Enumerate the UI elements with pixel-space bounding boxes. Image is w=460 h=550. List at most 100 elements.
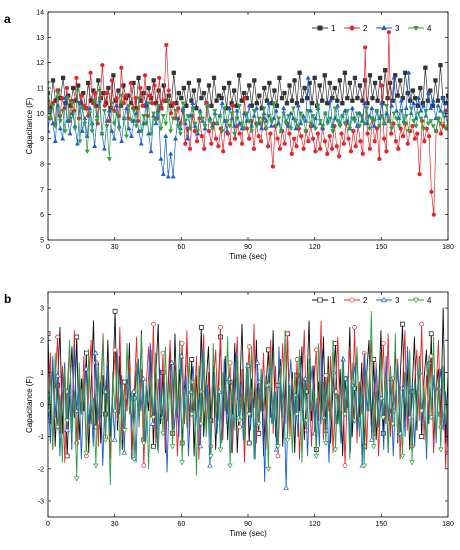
- data-point: [99, 131, 105, 137]
- x-tick-label: 150: [375, 244, 387, 251]
- data-point: [158, 156, 164, 161]
- data-point: [418, 408, 425, 415]
- data-point: [390, 98, 395, 103]
- legend-label: 4: [427, 296, 432, 305]
- data-point: [194, 106, 199, 111]
- data-point: [351, 128, 356, 134]
- data-point: [438, 131, 444, 136]
- y-tick-label: 14: [36, 10, 44, 17]
- data-point: [369, 436, 375, 442]
- data-point: [345, 95, 350, 101]
- data-point: [403, 114, 409, 119]
- data-point: [54, 425, 61, 431]
- data-point: [228, 141, 233, 146]
- data-point: [87, 105, 93, 111]
- data-point: [342, 463, 348, 468]
- data-point: [371, 123, 377, 128]
- data-point: [340, 356, 347, 362]
- chart-panel-b: b 0 30 60 90 120 150 180 -3 -2 -1 0 1 2 3 Time (sec) Cap…: [4, 291, 454, 538]
- data-point: [55, 91, 61, 96]
- data-point: [207, 462, 213, 468]
- data-point: [48, 116, 53, 122]
- data-point: [111, 121, 117, 127]
- data-point: [342, 412, 348, 418]
- data-point: [336, 154, 342, 159]
- data-point: [276, 116, 282, 122]
- data-point: [251, 113, 257, 118]
- data-point: [374, 109, 380, 114]
- data-point: [393, 139, 399, 144]
- data-point: [270, 164, 276, 169]
- data-point: [101, 146, 107, 151]
- data-point: [443, 113, 448, 118]
- data-point: [377, 156, 382, 162]
- data-point: [182, 119, 188, 124]
- data-point: [382, 68, 388, 73]
- data-point: [209, 141, 214, 146]
- data-point: [390, 421, 396, 427]
- data-point: [211, 75, 217, 81]
- data-point: [168, 111, 174, 116]
- data-point: [435, 98, 441, 103]
- data-point: [386, 30, 391, 35]
- data-point: [213, 136, 219, 141]
- data-point: [292, 136, 297, 141]
- data-point: [173, 135, 179, 141]
- data-point: [323, 373, 329, 378]
- data-point: [418, 108, 424, 113]
- data-point: [279, 95, 285, 101]
- data-point: [445, 93, 448, 98]
- data-point: [395, 93, 400, 98]
- data-point: [413, 95, 418, 101]
- data-point: [160, 171, 166, 176]
- data-point: [370, 95, 375, 101]
- data-point: [310, 114, 316, 119]
- data-point: [247, 83, 252, 88]
- data-point: [381, 121, 387, 127]
- data-point: [295, 102, 301, 108]
- data-point: [62, 129, 68, 134]
- data-point: [251, 109, 257, 114]
- data-point: [128, 119, 134, 124]
- data-point: [380, 415, 387, 421]
- x-tick-label: 0: [46, 244, 50, 251]
- data-point: [198, 325, 204, 330]
- data-point: [435, 102, 441, 108]
- data-point: [315, 131, 320, 136]
- y-tick-label: -1: [38, 434, 44, 441]
- panel-label: a: [4, 12, 11, 26]
- data-point: [151, 111, 157, 117]
- data-point: [169, 359, 175, 365]
- data-point: [258, 121, 265, 127]
- data-point: [342, 121, 348, 127]
- data-point: [410, 123, 415, 129]
- data-point: [440, 95, 446, 100]
- data-point: [130, 388, 137, 394]
- data-point: [170, 116, 176, 122]
- data-point: [430, 97, 436, 103]
- data-point: [208, 453, 214, 460]
- data-point: [86, 80, 91, 86]
- x-tick-label: 120: [309, 521, 321, 528]
- data-point: [428, 331, 434, 337]
- data-point: [185, 135, 191, 141]
- x-tick-label: 0: [46, 521, 50, 528]
- legend-label: 1: [331, 24, 336, 33]
- data-point: [365, 131, 370, 136]
- data-point: [369, 116, 375, 122]
- data-point: [246, 440, 252, 446]
- data-point: [255, 421, 262, 427]
- data-point: [428, 105, 434, 111]
- data-point: [160, 350, 166, 356]
- data-point: [323, 441, 329, 447]
- data-point: [339, 131, 344, 136]
- legend-label: 3: [395, 24, 400, 33]
- data-point: [50, 78, 56, 83]
- data-point: [148, 131, 154, 137]
- y-tick-label: 8: [40, 162, 44, 169]
- data-point: [116, 126, 122, 132]
- data-point: [283, 484, 289, 491]
- data-point: [418, 85, 423, 91]
- data-point: [362, 121, 368, 127]
